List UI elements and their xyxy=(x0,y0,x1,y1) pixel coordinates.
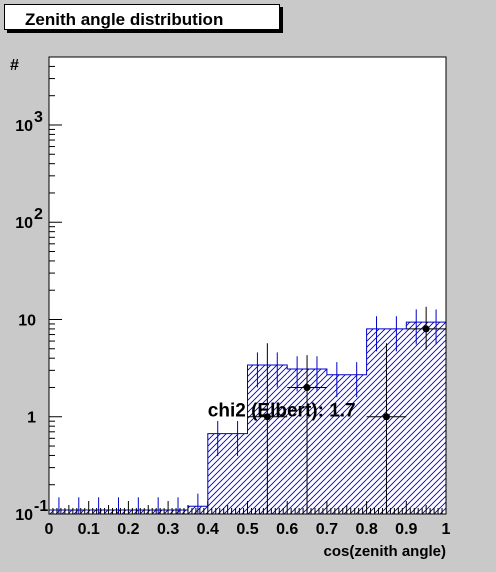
histogram-bar xyxy=(386,328,407,514)
data-point xyxy=(382,413,390,421)
y-tick-label: 10 xyxy=(18,312,36,329)
x-tick-label: 0.9 xyxy=(395,521,417,538)
histogram-bar xyxy=(307,368,327,514)
data-point xyxy=(422,325,430,333)
histogram-bar xyxy=(207,433,228,514)
y-tick-label: 10 xyxy=(15,507,33,524)
chi2-annotation: chi2 (Elbert): 1.7 xyxy=(208,401,356,422)
x-tick-label: 0.4 xyxy=(197,521,219,538)
histogram-bar xyxy=(227,433,248,514)
x-tick-label: 0.5 xyxy=(236,521,258,538)
histogram-bar xyxy=(366,328,387,514)
x-tick-label: 0 xyxy=(45,521,54,538)
chart-title: Zenith angle distribution xyxy=(25,10,224,29)
y-axis-title: # xyxy=(10,57,19,74)
histogram-bar xyxy=(406,322,427,514)
histogram-bar xyxy=(346,374,367,514)
y-tick-label-exponent: 2 xyxy=(34,206,43,223)
title-box: Zenith angle distribution xyxy=(4,4,280,30)
y-tick-label: 1 xyxy=(27,410,36,427)
histogram-bar xyxy=(326,374,347,514)
x-tick-label: 1 xyxy=(442,521,451,538)
x-tick-label: 0.2 xyxy=(117,521,139,538)
x-tick-label: 0.8 xyxy=(355,521,377,538)
histogram-bar xyxy=(287,368,308,514)
y-tick-label: 10 xyxy=(15,118,33,135)
y-tick-label-exponent: -1 xyxy=(34,498,48,515)
data-point xyxy=(303,383,311,391)
histogram-bar xyxy=(247,365,268,514)
histogram-bar xyxy=(426,322,446,514)
x-tick-label: 0.3 xyxy=(157,521,179,538)
y-tick-label: 10 xyxy=(15,215,33,232)
x-tick-label: 0.6 xyxy=(276,521,298,538)
x-tick-label: 0.7 xyxy=(316,521,338,538)
x-axis-title: cos(zenith angle) xyxy=(323,543,446,560)
x-tick-label: 0.1 xyxy=(78,521,100,538)
data-point xyxy=(263,413,271,421)
histogram-bar xyxy=(267,365,288,514)
y-tick-label-exponent: 3 xyxy=(34,109,43,126)
